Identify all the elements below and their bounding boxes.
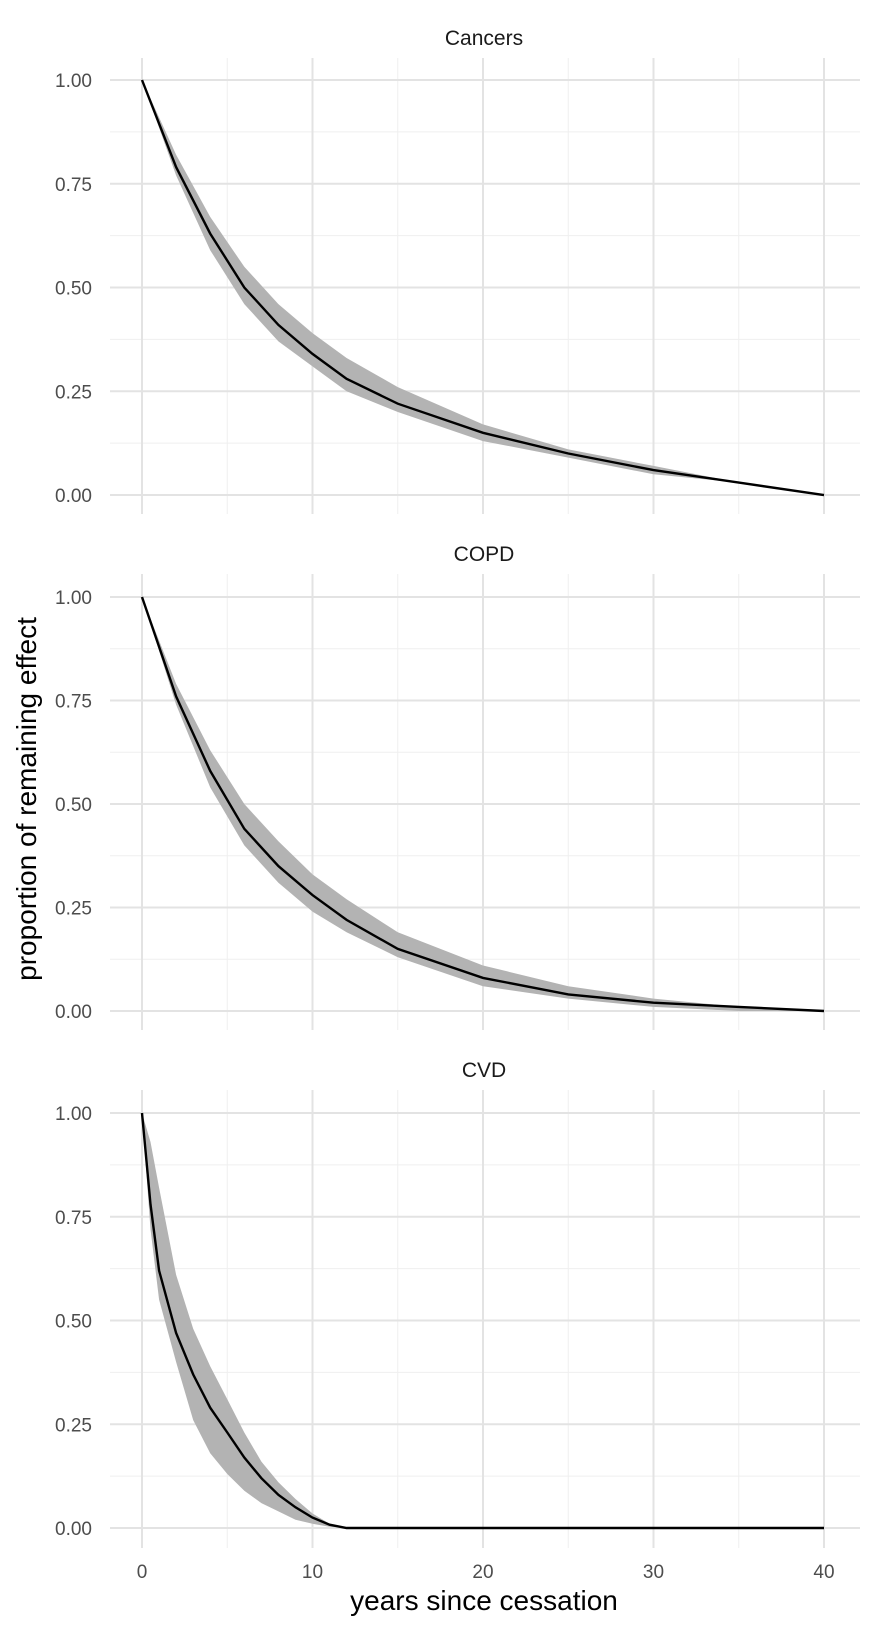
x-tick-label: 30	[643, 1562, 664, 1583]
y-tick-label: 0.00	[55, 1002, 92, 1023]
panel-title-cancers: Cancers	[445, 27, 523, 50]
y-tick-label: 0.50	[55, 279, 92, 300]
y-tick-label: 0.00	[55, 1519, 92, 1540]
panel-cvd: CVD 0.00 0.25 0.50 0.75 1.00 0 10 20 30 40	[55, 1059, 860, 1583]
y-tick-label: 1.00	[55, 1104, 92, 1125]
x-axis-title: years since cessation	[350, 1585, 618, 1616]
panel-title-cvd: CVD	[462, 1059, 506, 1082]
y-tick-label: 0.25	[55, 899, 92, 920]
y-tick-label: 0.25	[55, 382, 92, 403]
panel-copd: COPD 0.00 0.25 0.50 0.75 1.00	[55, 543, 860, 1030]
y-tick-label: 0.25	[55, 1415, 92, 1436]
y-tick-label: 1.00	[55, 588, 92, 609]
y-axis-title: proportion of remaining effect	[11, 617, 42, 981]
y-tick-label: 0.00	[55, 486, 92, 507]
estimate-line-cancers	[140, 79, 825, 497]
y-tick-label: 0.75	[55, 692, 92, 713]
y-tick-label: 0.50	[55, 1312, 92, 1333]
y-tick-label: 0.50	[55, 795, 92, 816]
estimate-line-cvd	[140, 1112, 824, 1530]
y-tick-label: 0.75	[55, 175, 92, 196]
x-tick-label: 40	[813, 1562, 834, 1583]
x-tick-label: 20	[472, 1562, 493, 1583]
panel-title-copd: COPD	[454, 543, 515, 566]
y-tick-label: 1.00	[55, 71, 92, 92]
panel-cancers: Cancers 0.00 0.25 0.50 0.75 1.00	[55, 27, 860, 514]
x-tick-label: 10	[302, 1562, 323, 1583]
confidence-band-copd	[142, 597, 824, 1011]
x-tick-label: 0	[137, 1562, 148, 1583]
estimate-line-copd	[140, 596, 825, 1013]
y-tick-label: 0.75	[55, 1208, 92, 1229]
